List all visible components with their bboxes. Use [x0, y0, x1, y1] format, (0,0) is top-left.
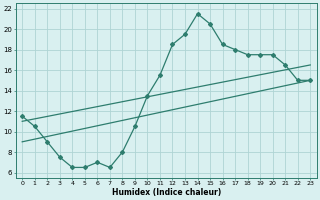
X-axis label: Humidex (Indice chaleur): Humidex (Indice chaleur)	[112, 188, 221, 197]
